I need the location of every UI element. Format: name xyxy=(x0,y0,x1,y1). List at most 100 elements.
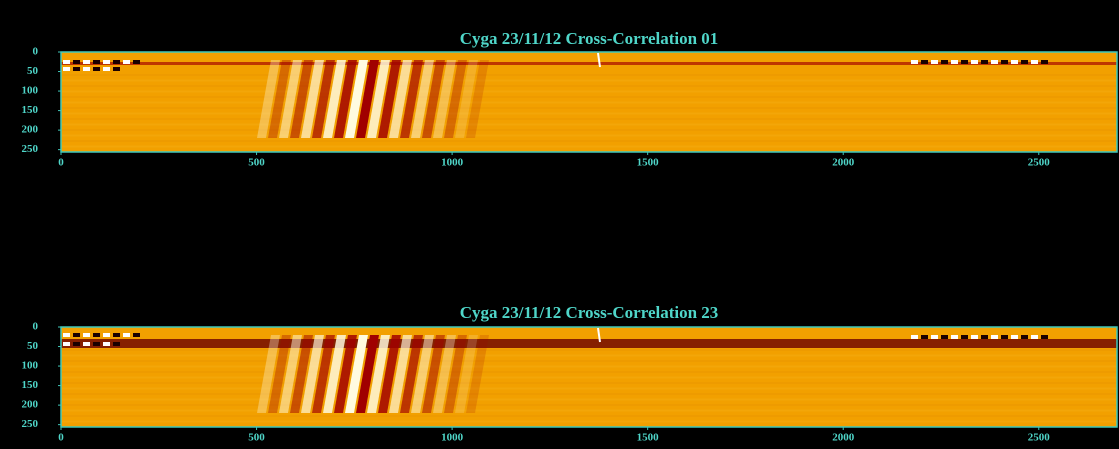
fringe-light xyxy=(301,60,324,138)
edge-pattern xyxy=(1021,60,1028,64)
edge-pattern xyxy=(1001,60,1008,64)
fringe-dark xyxy=(422,335,445,413)
edge-pattern xyxy=(73,333,80,337)
edge-pattern xyxy=(83,60,90,64)
spike xyxy=(597,327,601,343)
edge-pattern xyxy=(911,60,918,64)
heatmap-row xyxy=(61,393,1117,395)
edge-pattern xyxy=(113,342,120,346)
x-tick-label: 0 xyxy=(58,432,64,444)
edge-pattern xyxy=(73,60,80,64)
y-tick-label: 150 xyxy=(22,104,39,116)
edge-pattern xyxy=(133,333,140,337)
heatmap-row xyxy=(61,382,1117,384)
edge-pattern xyxy=(1021,335,1028,339)
heatmap-row xyxy=(61,376,1117,379)
heatmap-row xyxy=(61,354,1117,357)
edge-pattern xyxy=(931,60,938,64)
fringe-light xyxy=(433,60,456,138)
fringe-dark xyxy=(466,60,489,138)
x-tick-label: 1000 xyxy=(441,432,464,444)
edge-pattern xyxy=(63,342,70,346)
heatmap-row xyxy=(61,349,1117,351)
fringe-dark xyxy=(290,60,313,138)
panel: Cyga 23/11/12 Cross-Correlation 230 500 10… xyxy=(22,303,1118,444)
heatmap-row xyxy=(61,101,1117,104)
fringe-light xyxy=(323,60,346,138)
fringe-light xyxy=(367,335,390,413)
edge-pattern xyxy=(103,60,110,64)
heatmap-row xyxy=(61,387,1117,390)
x-tick-label: 2500 xyxy=(1028,157,1051,169)
edge-pattern xyxy=(911,335,918,339)
fringe-dark xyxy=(312,60,335,138)
edge-pattern xyxy=(1041,335,1048,339)
panel-title: Cyga 23/11/12 Cross-Correlation 01 xyxy=(460,29,719,48)
heatmap-row xyxy=(61,371,1117,373)
fringe-dark xyxy=(400,335,423,413)
fringe-dark xyxy=(356,335,379,413)
heatmap-row xyxy=(61,409,1117,412)
edge-pattern xyxy=(921,60,928,64)
heatmap-base xyxy=(61,52,1117,152)
fringe-dark xyxy=(400,60,423,138)
fringe-dark xyxy=(334,60,357,138)
x-tick-label: 1000 xyxy=(441,157,464,169)
edge-pattern xyxy=(113,60,120,64)
fringe-light xyxy=(257,60,280,138)
x-tick-label: 1500 xyxy=(637,432,660,444)
heatmap-row xyxy=(61,140,1117,142)
fringe-light xyxy=(367,60,390,138)
fringe-light xyxy=(279,335,302,413)
heatmap-row xyxy=(61,360,1117,362)
heatmap-row xyxy=(61,123,1117,126)
fringe-dark xyxy=(466,335,489,413)
fringe-dark xyxy=(290,335,313,413)
edge-pattern xyxy=(103,342,110,346)
fringe-dark xyxy=(356,60,379,138)
fringe-light xyxy=(345,60,368,138)
edge-pattern xyxy=(991,335,998,339)
x-tick-label: 2500 xyxy=(1028,432,1051,444)
y-tick-label: 200 xyxy=(22,399,39,411)
heatmap-row xyxy=(61,415,1117,417)
spike xyxy=(597,52,601,68)
fringe-light xyxy=(301,335,324,413)
edge-pattern xyxy=(103,333,110,337)
edge-pattern xyxy=(921,335,928,339)
fringe-dark xyxy=(268,60,291,138)
fringe-dark xyxy=(268,335,291,413)
edge-pattern xyxy=(63,67,70,71)
y-tick-label: 0 xyxy=(33,321,39,333)
fringe-light xyxy=(279,60,302,138)
panel: Cyga 23/11/12 Cross-Correlation 010 500 10… xyxy=(22,29,1118,169)
edge-pattern xyxy=(991,60,998,64)
heatmap-row xyxy=(61,118,1117,120)
edge-pattern xyxy=(1041,60,1048,64)
y-tick-label: 100 xyxy=(22,85,39,97)
edge-pattern xyxy=(971,335,978,339)
edge-pattern xyxy=(133,60,140,64)
edge-pattern xyxy=(961,60,968,64)
edge-pattern xyxy=(113,333,120,337)
fringe-dark xyxy=(378,335,401,413)
heatmap-band xyxy=(61,62,1117,65)
fringe-light xyxy=(433,335,456,413)
fringe-dark xyxy=(334,335,357,413)
x-tick-label: 500 xyxy=(248,432,265,444)
fringe-dark xyxy=(444,60,467,138)
heatmap-row xyxy=(61,134,1117,137)
x-tick-label: 2000 xyxy=(832,157,855,169)
y-tick-label: 250 xyxy=(22,143,39,155)
y-tick-label: 250 xyxy=(22,418,39,430)
edge-pattern xyxy=(951,60,958,64)
edge-pattern xyxy=(931,335,938,339)
edge-pattern xyxy=(951,335,958,339)
fringe-light xyxy=(411,335,434,413)
x-tick-label: 500 xyxy=(248,157,265,169)
heatmap-row xyxy=(61,129,1117,131)
fringe-light xyxy=(389,335,412,413)
edge-pattern xyxy=(93,342,100,346)
edge-pattern xyxy=(93,67,100,71)
heatmap-row xyxy=(61,420,1117,423)
